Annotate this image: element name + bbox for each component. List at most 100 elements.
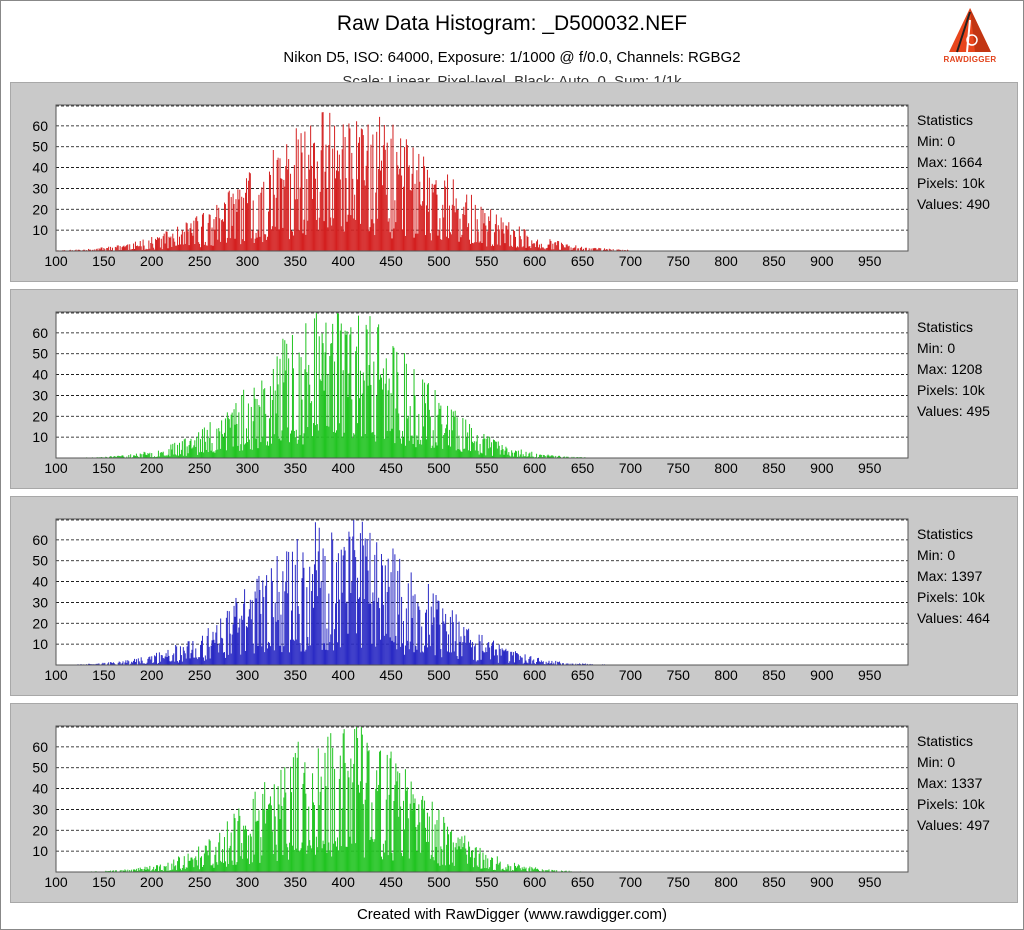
- x-tick-label: 500: [427, 253, 451, 269]
- histogram-panel-g2: 10 20 30 40 50 60 100 150 200 250 300 350 400 450 500 5…: [10, 703, 1018, 903]
- stats-max: Max: 1337: [917, 775, 983, 791]
- chart-subtitle-clipped: Scale: Linear, Pixel-level, Black: Auto,…: [342, 73, 682, 82]
- chart-title: Raw Data Histogram: _D500032.NEF: [336, 12, 688, 35]
- x-tick-label: 150: [92, 253, 116, 269]
- plot-border: [55, 725, 909, 873]
- x-tick-label: 100: [44, 667, 68, 683]
- x-tick-label: 450: [379, 253, 403, 269]
- stats-values: Values: 464: [917, 610, 990, 626]
- x-tick-label: 500: [427, 874, 451, 890]
- x-tick-label: 850: [762, 253, 786, 269]
- y-tick-label: 10: [32, 222, 48, 238]
- y-tick-label: 50: [32, 760, 48, 776]
- x-tick-label: 600: [523, 667, 547, 683]
- histogram-svg: 10 20 30 40 50 60 100 150 200 250 300 350 400 450 500 5…: [32, 725, 909, 890]
- x-tick-label: 900: [810, 253, 834, 269]
- x-tick-label: 700: [619, 253, 643, 269]
- x-tick-label: 550: [475, 460, 499, 476]
- y-tick-label: 30: [32, 387, 48, 403]
- stats-min: Min: 0: [917, 133, 956, 149]
- histogram-svg: 10 20 30 40 50 60 100 150 200 250 300 350 400 450 500 5…: [32, 104, 909, 269]
- x-tick-label: 450: [379, 460, 403, 476]
- x-tick-label: 650: [571, 460, 595, 476]
- x-tick-label: 950: [858, 460, 882, 476]
- x-tick-label: 850: [762, 874, 786, 890]
- x-tick-label: 400: [332, 874, 356, 890]
- x-tick-label: 700: [619, 460, 643, 476]
- x-tick-label: 150: [92, 667, 116, 683]
- chart-subtitle: Nikon D5, ISO: 64000, Exposure: 1/1000 @…: [283, 49, 741, 66]
- x-tick-label: 300: [236, 667, 260, 683]
- x-tick-label: 350: [284, 460, 308, 476]
- x-tick-label: 650: [571, 667, 595, 683]
- stats-values: Values: 497: [917, 817, 990, 833]
- x-tick-label: 250: [188, 667, 212, 683]
- x-tick-label: 600: [523, 874, 547, 890]
- x-tick-label: 950: [858, 253, 882, 269]
- y-tick-label: 20: [32, 201, 48, 217]
- x-tick-label: 800: [714, 253, 738, 269]
- x-tick-label: 450: [379, 667, 403, 683]
- plot-border: [55, 311, 909, 459]
- x-tick-label: 650: [571, 874, 595, 890]
- x-tick-label: 550: [475, 253, 499, 269]
- x-tick-label: 150: [92, 460, 116, 476]
- x-tick-label: 250: [188, 874, 212, 890]
- stats-max: Max: 1397: [917, 568, 983, 584]
- y-tick-label: 10: [32, 429, 48, 445]
- stats-heading: Statistics: [917, 733, 974, 749]
- x-tick-label: 600: [523, 460, 547, 476]
- x-tick-label: 400: [332, 667, 356, 683]
- x-tick-label: 750: [667, 253, 691, 269]
- y-tick-label: 60: [32, 325, 48, 341]
- y-tick-label: 50: [32, 553, 48, 569]
- y-tick-label: 30: [32, 801, 48, 817]
- y-tick-label: 40: [32, 160, 48, 176]
- stats-pixels: Pixels: 10k: [917, 796, 985, 812]
- x-tick-label: 900: [810, 667, 834, 683]
- x-tick-label: 250: [188, 460, 212, 476]
- x-tick-label: 300: [236, 874, 260, 890]
- y-tick-label: 10: [32, 636, 48, 652]
- x-tick-label: 450: [379, 874, 403, 890]
- x-tick-label: 100: [44, 874, 68, 890]
- x-tick-label: 850: [762, 460, 786, 476]
- y-tick-label: 40: [32, 367, 48, 383]
- x-tick-label: 800: [714, 874, 738, 890]
- x-tick-label: 550: [475, 874, 499, 890]
- y-tick-label: 40: [32, 574, 48, 590]
- y-tick-label: 60: [32, 532, 48, 548]
- x-tick-label: 350: [284, 253, 308, 269]
- plot-area: [56, 726, 908, 872]
- x-tick-label: 200: [140, 874, 164, 890]
- plot-area: [56, 312, 908, 458]
- plot-border: [55, 104, 909, 252]
- histogram-bars: [77, 520, 606, 665]
- x-tick-label: 650: [571, 253, 595, 269]
- x-tick-label: 950: [858, 874, 882, 890]
- histogram-panel-g: 10 20 30 40 50 60 100 150 200 250 300 350 400 450 500 5…: [10, 289, 1018, 489]
- histogram-bars: [57, 112, 629, 251]
- x-tick-label: 750: [667, 874, 691, 890]
- x-tick-label: 700: [619, 874, 643, 890]
- x-tick-label: 950: [858, 667, 882, 683]
- y-tick-label: 30: [32, 180, 48, 196]
- x-tick-label: 750: [667, 460, 691, 476]
- x-tick-label: 300: [236, 460, 260, 476]
- x-tick-label: 200: [140, 253, 164, 269]
- stats-heading: Statistics: [917, 112, 974, 128]
- y-tick-label: 50: [32, 139, 48, 155]
- histogram-bars: [90, 727, 582, 872]
- x-tick-label: 200: [140, 667, 164, 683]
- x-tick-label: 100: [44, 253, 68, 269]
- stats-pixels: Pixels: 10k: [917, 175, 985, 191]
- histogram-panel-b: 10 20 30 40 50 60 100 150 200 250 300 350 400 450 500 5…: [10, 496, 1018, 696]
- stats-heading: Statistics: [917, 319, 974, 335]
- x-tick-label: 600: [523, 253, 547, 269]
- x-tick-label: 400: [332, 253, 356, 269]
- footer-credit: Created with RawDigger (www.rawdigger.co…: [356, 906, 668, 923]
- histogram-svg: 10 20 30 40 50 60 100 150 200 250 300 350 400 450 500 5…: [32, 311, 909, 476]
- x-tick-label: 700: [619, 667, 643, 683]
- x-tick-label: 900: [810, 460, 834, 476]
- plot-border: [55, 518, 909, 666]
